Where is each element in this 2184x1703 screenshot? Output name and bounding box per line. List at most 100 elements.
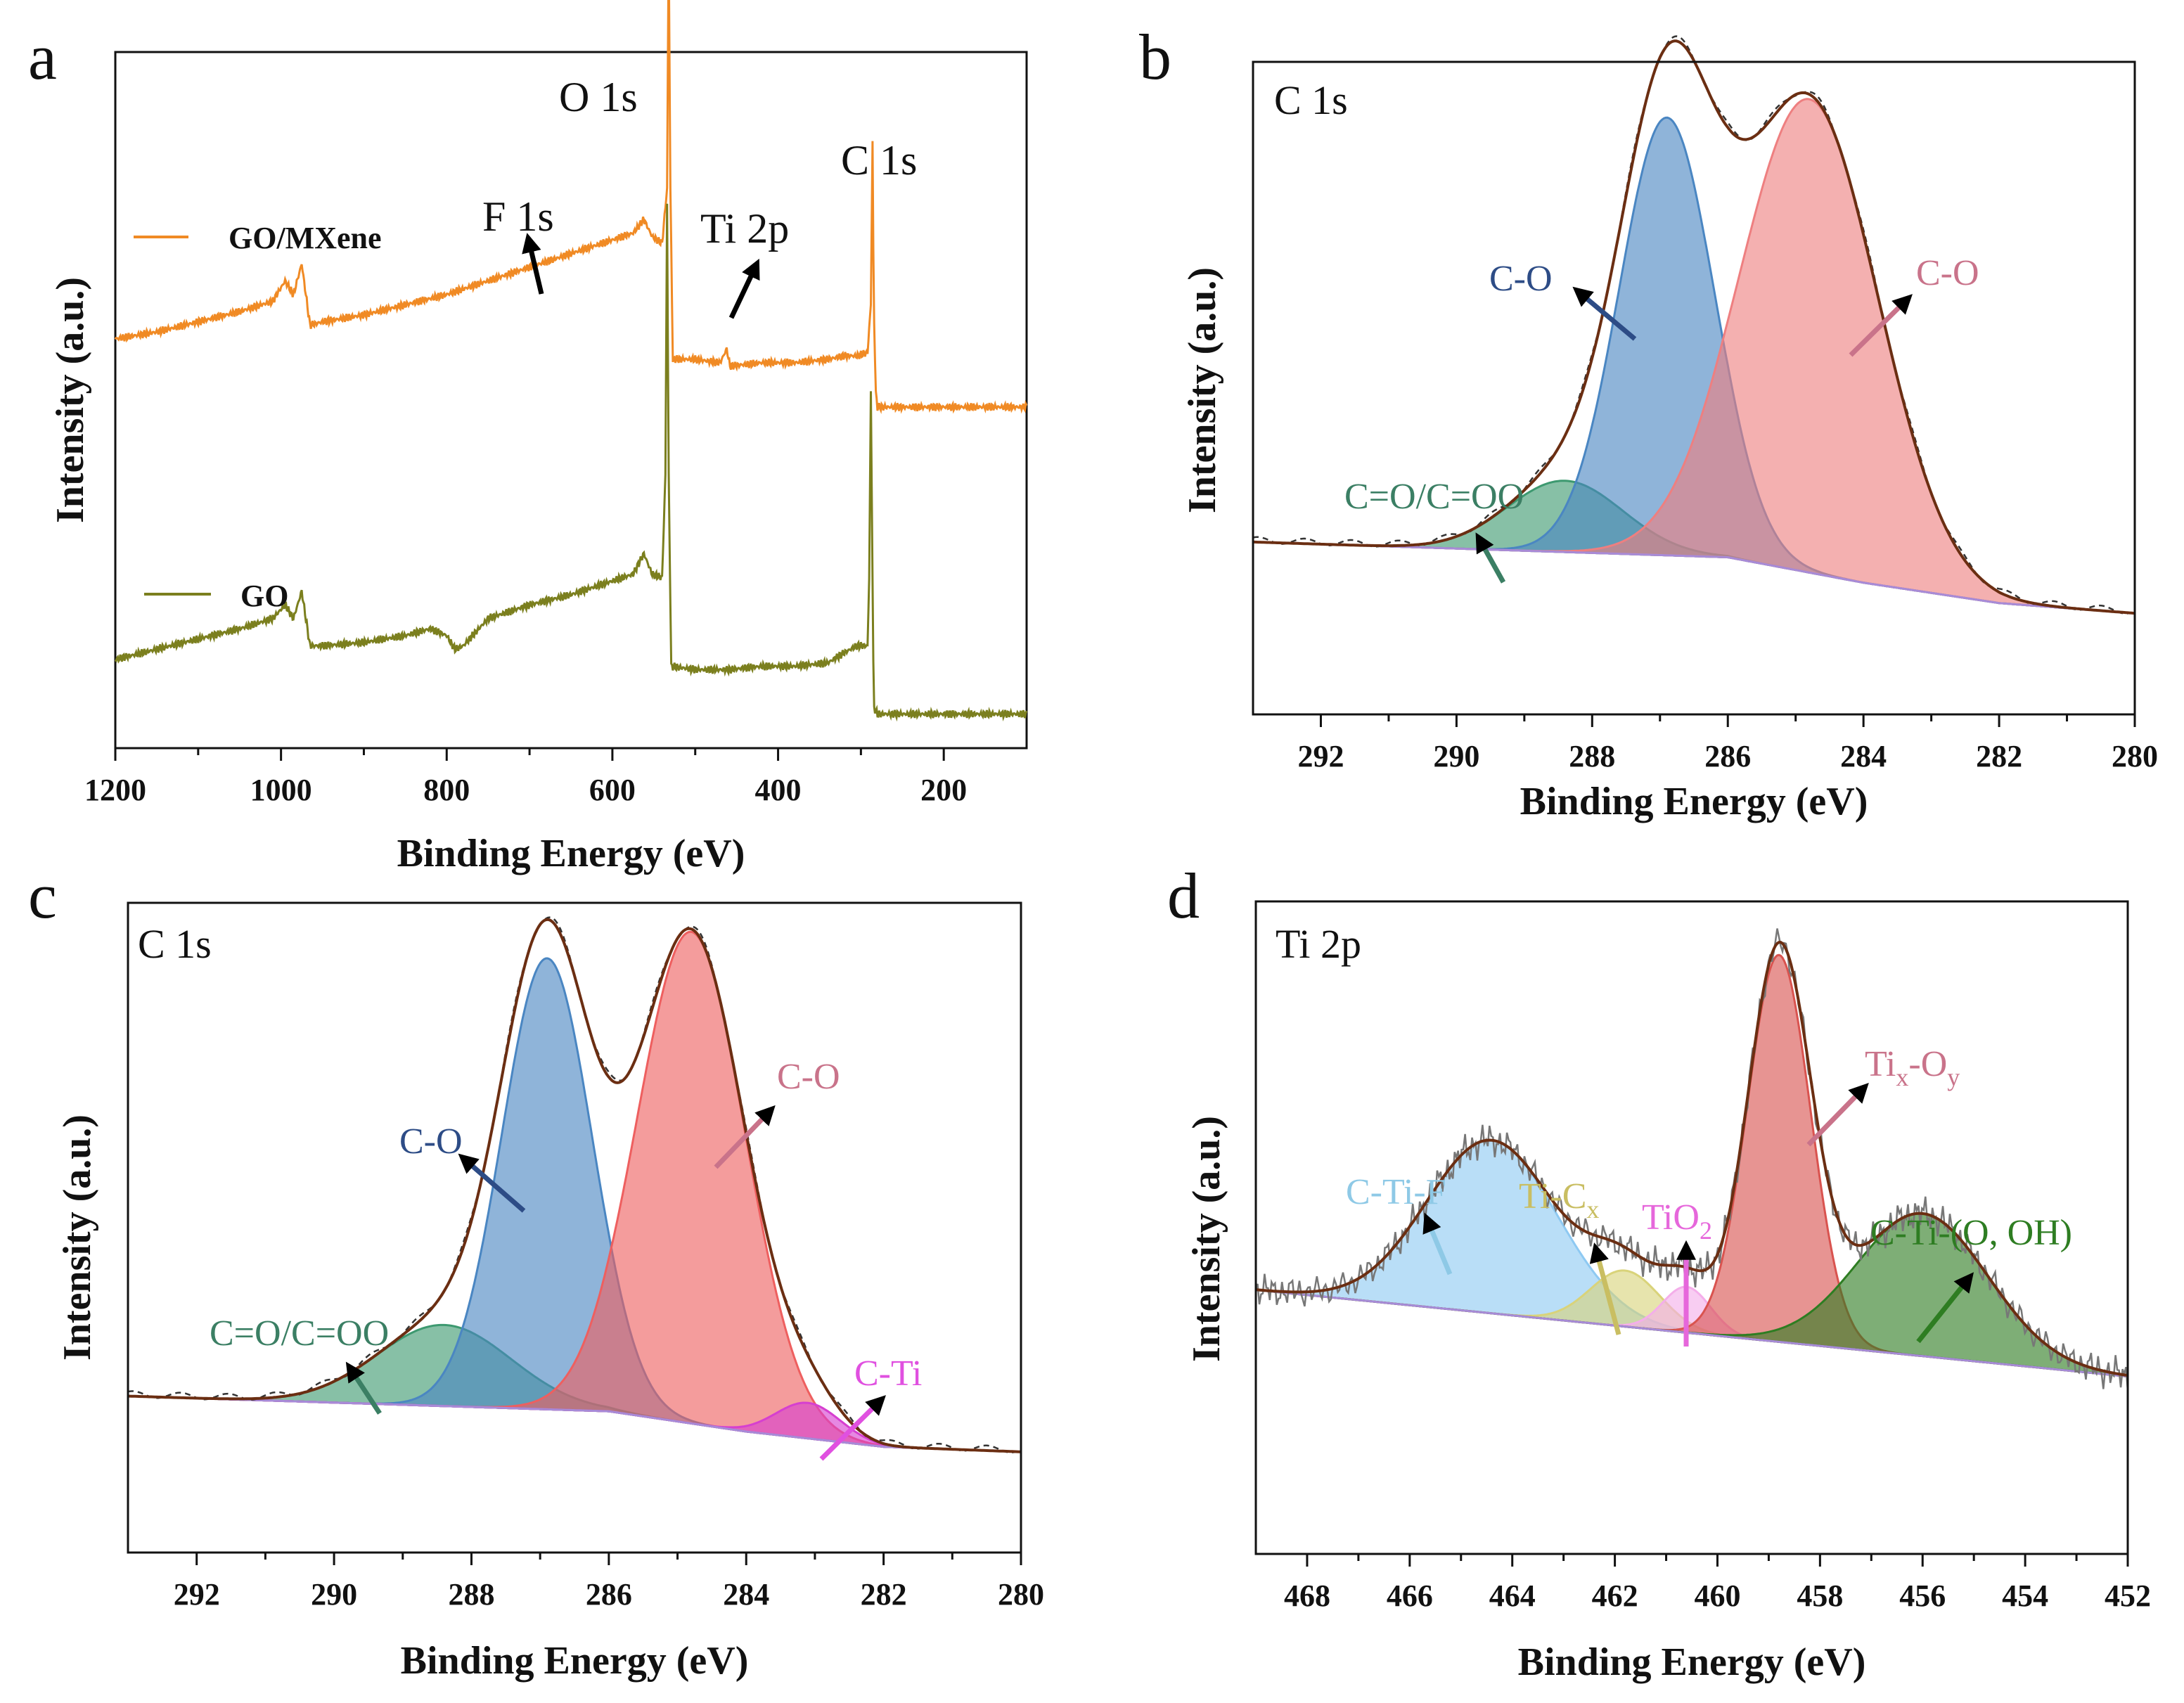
background-line-c bbox=[127, 1395, 1022, 1453]
arrow-c-co-left bbox=[458, 1153, 526, 1213]
x-ticks-d: 468 466 464 462 460 458 456 454 452 bbox=[1284, 1554, 2151, 1613]
y-axis-title-d: Intensity (a.u.) bbox=[1185, 1116, 1228, 1362]
arrow-d-tixoy bbox=[1806, 1082, 1869, 1147]
label-d-ctiooh: C-Ti-(O, OH) bbox=[1870, 1213, 2072, 1253]
envelope-line-b bbox=[1252, 39, 2135, 615]
panel-d: d 468 466 464 462 460 458 456 454 452 Binding En… bbox=[1167, 860, 2151, 1684]
x-tick-label-b: 292 bbox=[1297, 739, 1344, 773]
label-b-ceqo: C=O/C=OO bbox=[1344, 477, 1524, 517]
x-tick-label-c: 280 bbox=[998, 1577, 1044, 1612]
x-tick-label-d: 456 bbox=[1899, 1579, 1946, 1613]
x-tick-label-a: 1000 bbox=[250, 773, 312, 807]
arrow-f1s bbox=[522, 233, 544, 295]
y-axis-title-b: Intensity (a.u.) bbox=[1181, 267, 1224, 513]
plot-frame-b bbox=[1252, 60, 2136, 716]
panel-letter-c: c bbox=[28, 860, 57, 932]
x-tick-label-d: 468 bbox=[1284, 1579, 1330, 1613]
legend-label-gomxene: GO/MXene bbox=[229, 221, 382, 255]
y-axis-title-c: Intensity (a.u.) bbox=[56, 1114, 99, 1361]
label-d-tic-base: Ti-C bbox=[1519, 1176, 1586, 1216]
x-tick-label-d: 458 bbox=[1797, 1579, 1843, 1613]
components-b bbox=[1252, 35, 2136, 615]
label-d-tio2-sub: 2 bbox=[1700, 1216, 1712, 1245]
x-tick-label-a: 800 bbox=[423, 773, 470, 807]
x-tick-label-d: 452 bbox=[2105, 1579, 2151, 1613]
arrow-b-ceqo bbox=[1475, 532, 1506, 584]
label-b-co-right: C-O bbox=[1916, 253, 1979, 293]
x-tick-label-d: 454 bbox=[2002, 1579, 2048, 1613]
x-tick-label-b: 290 bbox=[1433, 739, 1479, 773]
panel-c: c 292 290 288 286 284 282 280 Binding Energy (… bbox=[28, 860, 1044, 1683]
label-d-tixoy-ti: Ti bbox=[1865, 1044, 1896, 1084]
panel-letter-a: a bbox=[28, 21, 57, 93]
label-d-ctif: C-Ti-F bbox=[1346, 1172, 1446, 1212]
x-tick-label-c: 292 bbox=[174, 1577, 220, 1612]
x-tick-label-a: 1200 bbox=[84, 773, 146, 807]
panel-a: a 1200 1000 800 600 400 200 Binding Energy (e… bbox=[28, 0, 1028, 875]
x-tick-label-a: 600 bbox=[589, 773, 636, 807]
components-c bbox=[127, 916, 1022, 1453]
label-o1s: O 1s bbox=[559, 74, 638, 120]
label-d-tic-sub: x bbox=[1586, 1195, 1599, 1223]
background-line-d bbox=[1255, 1289, 2128, 1378]
x-axis-title-c: Binding Energy (eV) bbox=[401, 1639, 749, 1683]
x-tick-label-d: 466 bbox=[1387, 1579, 1433, 1613]
x-axis-title-a: Binding Energy (eV) bbox=[397, 832, 745, 875]
label-d-tixoy-o: -O bbox=[1908, 1044, 1947, 1084]
x-tick-label-b: 286 bbox=[1704, 739, 1751, 773]
arrow-b-co-left bbox=[1572, 286, 1637, 341]
label-b-co-left: C-O bbox=[1489, 259, 1553, 299]
x-tick-label-a: 200 bbox=[920, 773, 967, 807]
x-tick-label-c: 290 bbox=[311, 1577, 357, 1612]
label-d-tio2: TiO2 bbox=[1642, 1197, 1712, 1245]
label-ti2p: Ti 2p bbox=[700, 205, 789, 252]
label-d-tixoy-y: y bbox=[1947, 1063, 1960, 1091]
x-tick-label-d: 464 bbox=[1489, 1579, 1536, 1613]
label-c-cti: C-Ti bbox=[854, 1354, 922, 1394]
panel-letter-b: b bbox=[1139, 21, 1171, 93]
x-tick-label-b: 280 bbox=[2112, 739, 2158, 773]
raw-data-line-d bbox=[1254, 928, 2129, 1391]
arrow-c-ceqo bbox=[345, 1361, 382, 1415]
x-tick-label-c: 282 bbox=[861, 1577, 907, 1612]
region-label-c: C 1s bbox=[138, 921, 212, 967]
label-f1s: F 1s bbox=[482, 193, 554, 240]
label-d-tixoy-x: x bbox=[1896, 1063, 1908, 1091]
plot-frame-d bbox=[1254, 900, 2129, 1555]
arrow-d-ctiooh bbox=[1916, 1272, 1974, 1344]
plot-frame-c bbox=[127, 901, 1022, 1554]
arrow-d-ctif bbox=[1422, 1212, 1453, 1275]
x-ticks-b: 292 290 288 286 284 282 280 bbox=[1297, 714, 2158, 773]
panel-b: b 292 290 288 286 284 282 280 Binding Energy (… bbox=[1139, 21, 2158, 823]
x-tick-label-c: 284 bbox=[723, 1577, 769, 1612]
x-tick-label-b: 282 bbox=[1976, 739, 2022, 773]
region-label-d: Ti 2p bbox=[1276, 921, 1361, 967]
x-tick-label-c: 286 bbox=[586, 1577, 632, 1612]
envelope-line-d bbox=[1255, 941, 2128, 1377]
x-tick-label-a: 400 bbox=[755, 773, 802, 807]
legend-label-go: GO bbox=[240, 579, 288, 613]
series-line-go-mxene bbox=[114, 0, 1028, 414]
label-d-tio2-base: TiO bbox=[1642, 1197, 1700, 1238]
arrow-c-cti bbox=[819, 1395, 886, 1461]
label-d-tixoy: Tix-Oy bbox=[1865, 1044, 1960, 1091]
label-c-ceqo: C=O/C=OO bbox=[210, 1313, 389, 1354]
arrow-ti2p bbox=[728, 258, 760, 319]
components-d bbox=[1254, 928, 2129, 1391]
x-axis-title-d: Binding Energy (eV) bbox=[1518, 1640, 1866, 1684]
arrow-c-co-right bbox=[714, 1105, 776, 1169]
label-c-co-right: C-O bbox=[777, 1057, 840, 1097]
x-axis-title-b: Binding Energy (eV) bbox=[1520, 780, 1868, 823]
x-tick-label-b: 284 bbox=[1840, 739, 1887, 773]
envelope-line-c bbox=[127, 918, 1022, 1453]
x-ticks-c: 292 290 288 286 284 282 280 bbox=[174, 1553, 1044, 1612]
x-tick-label-d: 460 bbox=[1694, 1579, 1740, 1613]
y-axis-title-a: Intensity (a.u.) bbox=[49, 277, 92, 523]
label-c1s: C 1s bbox=[841, 137, 917, 184]
region-label-b: C 1s bbox=[1274, 77, 1348, 123]
x-tick-label-c: 288 bbox=[448, 1577, 494, 1612]
x-ticks-a: 1200 1000 800 600 400 200 bbox=[84, 748, 967, 807]
series-line-go bbox=[114, 203, 1028, 722]
x-tick-label-b: 288 bbox=[1569, 739, 1615, 773]
